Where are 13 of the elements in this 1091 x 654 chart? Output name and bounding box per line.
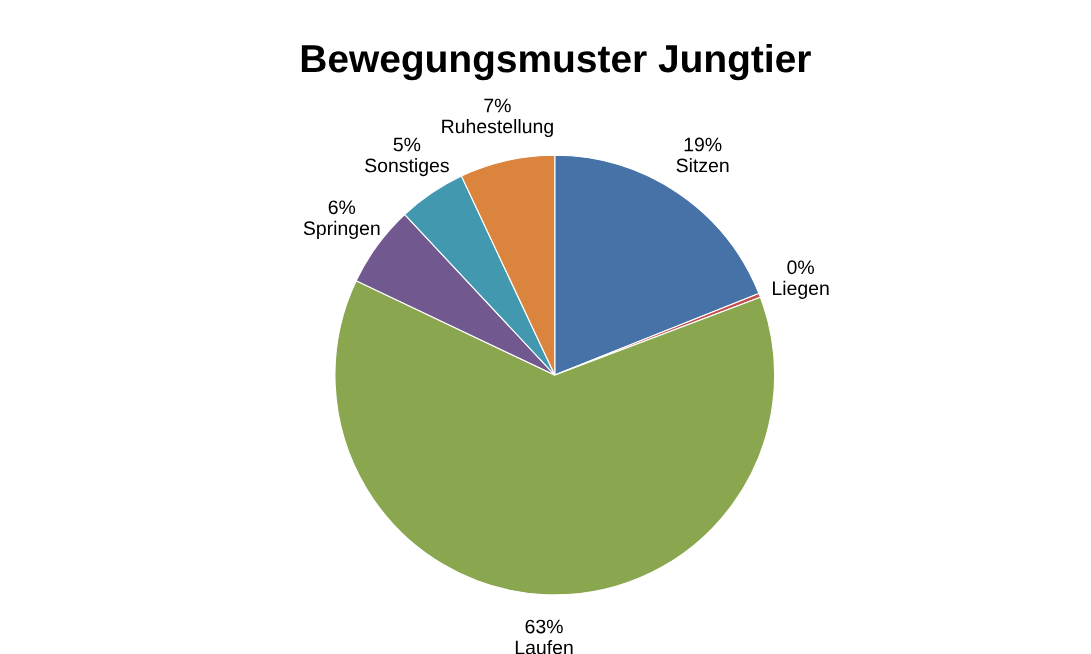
slice-label: Ruhestellung — [442, 118, 553, 138]
data-label: 19% — [684, 137, 722, 152]
data-label: 63% — [525, 619, 563, 634]
slice-label: Liegen — [773, 280, 829, 299]
data-label: 6% — [328, 200, 356, 215]
data-label: 0% — [787, 260, 814, 275]
data-label: 5% — [393, 137, 421, 152]
data-label: 7% — [484, 98, 511, 113]
slice-label: Sonstiges — [365, 158, 449, 177]
slice-label: Springen — [303, 220, 380, 239]
slice-label: Sitzen — [676, 158, 729, 173]
chart-title: Bewegungsmuster Jungtier — [301, 43, 811, 81]
slice-label: Laufen — [515, 640, 573, 654]
